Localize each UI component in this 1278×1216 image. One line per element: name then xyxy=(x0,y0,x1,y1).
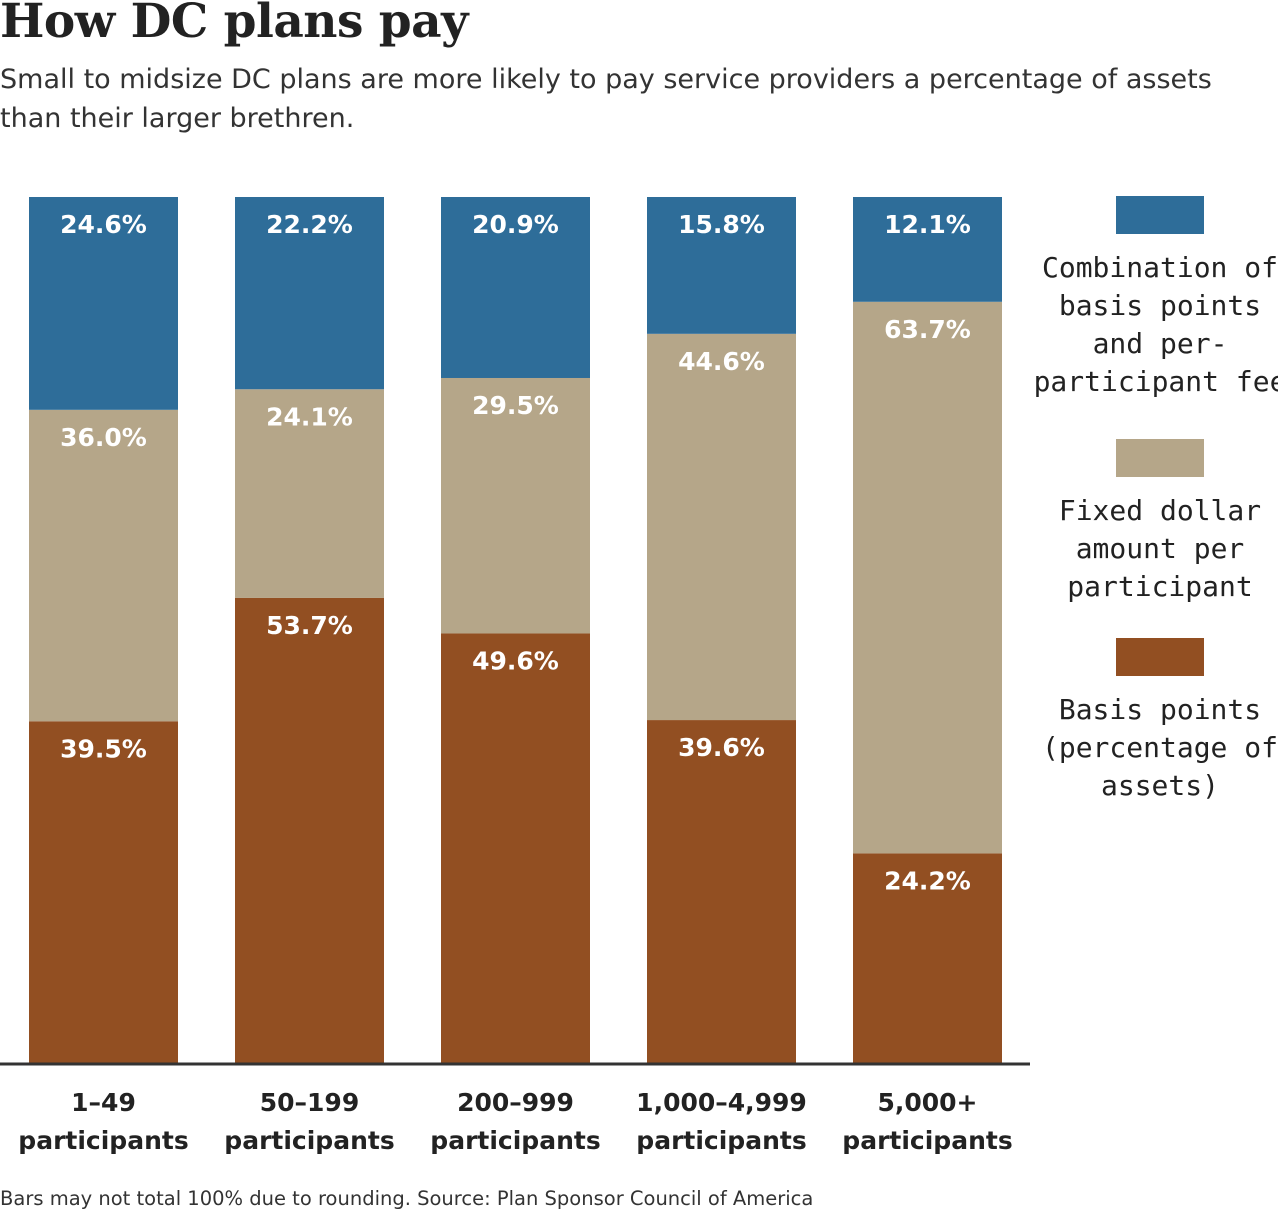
bar-segment xyxy=(235,389,384,598)
bar-value-label: 44.6% xyxy=(678,347,765,376)
bar-value-label: 15.8% xyxy=(678,210,765,239)
bar-value-label: 12.1% xyxy=(884,210,971,239)
bar-value-label: 49.6% xyxy=(472,646,559,675)
legend-label: and per- xyxy=(1093,327,1228,360)
legend-label: basis points xyxy=(1059,289,1261,322)
bar-segment xyxy=(235,197,384,390)
legend-label: Combination of xyxy=(1042,251,1278,284)
bar-segment xyxy=(853,853,1002,1063)
bar-segment xyxy=(647,333,796,721)
bar-segment xyxy=(853,301,1002,854)
category-label: participants xyxy=(636,1126,806,1155)
bar-value-label: 63.7% xyxy=(884,315,971,344)
bar-value-label: 39.6% xyxy=(678,733,765,762)
bar-segment xyxy=(441,377,590,634)
bar-segment xyxy=(647,197,796,334)
legend-label: participant fee xyxy=(1034,365,1278,398)
legend-label: amount per xyxy=(1076,532,1245,565)
chart-title: How DC plans pay xyxy=(0,0,468,49)
category-label: 50–199 xyxy=(260,1088,359,1117)
bar-segment xyxy=(235,597,384,1063)
bar-segment xyxy=(441,197,590,378)
legend-label: Fixed dollar xyxy=(1059,494,1261,527)
bar-value-label: 29.5% xyxy=(472,391,559,420)
bar-segment xyxy=(853,197,1002,302)
bar-segment xyxy=(29,197,178,410)
legend-swatch xyxy=(1116,196,1204,234)
category-label: participants xyxy=(224,1126,394,1155)
bar-value-label: 24.2% xyxy=(884,866,971,895)
bar-segment xyxy=(29,409,178,722)
category-label: participants xyxy=(842,1126,1012,1155)
bar-value-label: 20.9% xyxy=(472,210,559,239)
category-label: participants xyxy=(18,1126,188,1155)
bar-value-label: 39.5% xyxy=(60,734,147,763)
category-label: 200–999 xyxy=(457,1088,574,1117)
bar-segment xyxy=(441,633,590,1063)
legend-label: participant xyxy=(1067,570,1252,603)
chart-subtitle: Small to midsize DC plans are more likel… xyxy=(0,64,1212,134)
legend-label: assets) xyxy=(1101,769,1219,802)
legend-label: Basis points xyxy=(1059,693,1261,726)
legend-swatch xyxy=(1116,439,1204,477)
category-label: 5,000+ xyxy=(877,1088,977,1117)
bar-segment xyxy=(29,721,178,1063)
bar-value-label: 53.7% xyxy=(266,611,353,640)
bar-value-label: 36.0% xyxy=(60,423,147,452)
legend-label: (percentage of xyxy=(1042,731,1278,764)
bar-segment xyxy=(647,720,796,1063)
legend-swatch xyxy=(1116,638,1204,676)
bar-value-label: 24.6% xyxy=(60,210,147,239)
category-label: 1–49 xyxy=(71,1088,136,1117)
category-label: 1,000–4,999 xyxy=(636,1088,807,1117)
bar-value-label: 24.1% xyxy=(266,402,353,431)
bar-value-label: 22.2% xyxy=(266,210,353,239)
category-label: participants xyxy=(430,1126,600,1155)
footnote: Bars may not total 100% due to rounding.… xyxy=(0,1187,814,1210)
